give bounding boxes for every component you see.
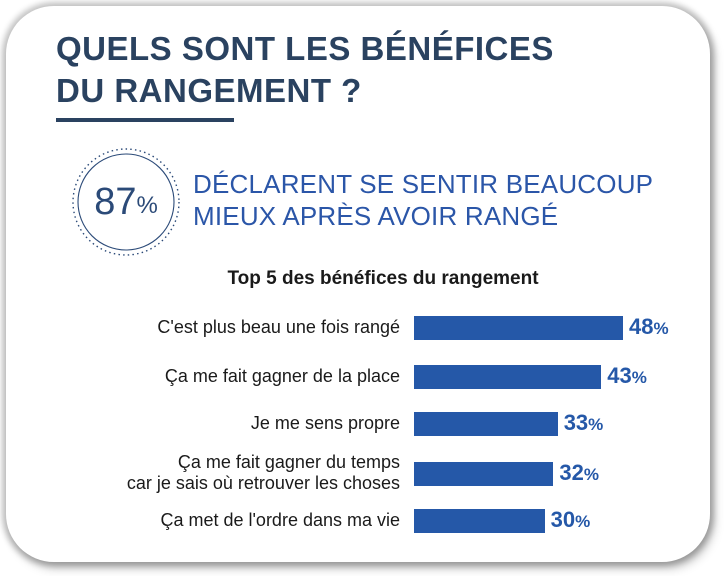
stat-line-1: DÉCLARENT SE SENTIR BEAUCOUP: [193, 169, 654, 199]
dashed-circle-icon: [72, 148, 180, 256]
chart-title: Top 5 des bénéfices du rangement: [227, 268, 539, 289]
data-label-unit: %: [653, 319, 669, 338]
stat-number: 87: [94, 180, 137, 223]
category-label: Ça met de l'ordre dans ma vie: [160, 509, 400, 530]
data-label-value: 43: [607, 363, 632, 388]
bar: [414, 462, 554, 486]
bar: [414, 365, 602, 389]
category-label: C'est plus beau une fois rangé: [157, 316, 400, 337]
data-label-value: 33: [563, 410, 589, 435]
stat-unit: %: [136, 192, 158, 219]
data-label: 48%: [629, 314, 669, 340]
page-title: QUELS SONT LES BÉNÉFICES DU RANGEMENT ?: [56, 28, 554, 112]
data-label-unit: %: [588, 415, 604, 434]
title-underline: [56, 118, 234, 122]
category-label: Je me sens propre: [250, 412, 400, 433]
title-line-1: QUELS SONT LES BÉNÉFICES: [56, 30, 554, 67]
bar: [414, 316, 623, 340]
data-label-value: 48: [629, 314, 654, 339]
title-line-2: DU RANGEMENT ?: [56, 72, 362, 109]
data-label-unit: %: [631, 368, 647, 387]
data-label: 30%: [551, 507, 591, 533]
data-label: 43%: [607, 363, 647, 389]
category-label: Ça me fait gagner du temps car je sais o…: [126, 452, 400, 493]
stat-value: 87%: [70, 146, 182, 258]
data-label: 33%: [564, 410, 604, 436]
data-label-unit: %: [583, 465, 599, 484]
data-label: 32%: [559, 460, 599, 486]
data-label-unit: %: [575, 512, 591, 531]
stat-badge: 87%: [70, 146, 182, 258]
bar: [414, 509, 545, 533]
stat-line-2: MIEUX APRÈS AVOIR RANGÉ: [193, 201, 559, 231]
data-label-value: 32: [559, 460, 584, 485]
bar: [414, 412, 558, 436]
data-label-value: 30: [550, 507, 576, 532]
category-label: Ça me fait gagner de la place: [164, 365, 400, 386]
infographic-card: [6, 6, 710, 562]
stat-description: DÉCLARENT SE SENTIR BEAUCOUP MIEUX APRÈS…: [193, 168, 653, 232]
